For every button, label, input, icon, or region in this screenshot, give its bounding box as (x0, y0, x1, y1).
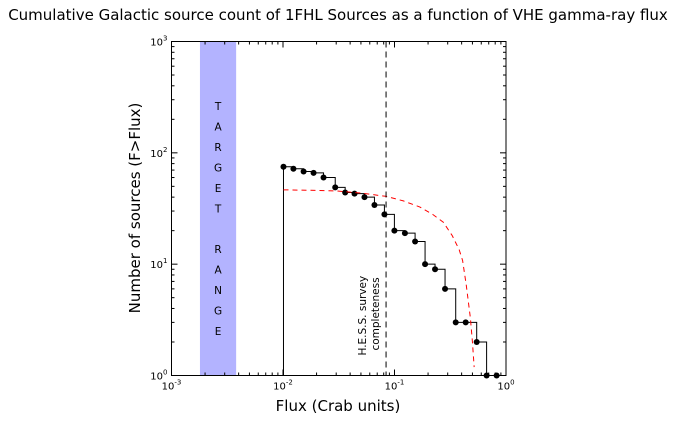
data-point (361, 194, 368, 201)
data-point (442, 285, 449, 292)
data-point (452, 319, 459, 326)
data-point (401, 230, 408, 237)
y-axis-label: Number of sources (F>Flux) (126, 103, 144, 314)
completeness-label-line2: completeness (370, 277, 382, 350)
y-tick-label: 101 (150, 257, 167, 271)
data-point (290, 165, 297, 172)
completeness-label: H.E.S.S. survey completeness (357, 272, 382, 355)
data-point (332, 184, 339, 191)
x-tick-label: 10-1 (385, 379, 405, 393)
x-tick-label: 10-2 (273, 379, 293, 393)
x-tick-label: 100 (497, 379, 514, 393)
data-point (342, 189, 349, 196)
chart-title: Cumulative Galactic source count of 1FHL… (8, 6, 668, 24)
data-point (432, 266, 439, 273)
data-point (280, 163, 287, 170)
data-point (310, 169, 317, 176)
data-point (320, 174, 327, 181)
completeness-label-line1: H.E.S.S. survey (357, 276, 369, 356)
data-point (391, 227, 398, 234)
data-point (351, 190, 358, 197)
data-point (412, 238, 419, 245)
data-point (300, 168, 307, 175)
y-tick-label: 102 (150, 146, 167, 160)
model-curve (283, 189, 475, 368)
data-point (422, 261, 429, 268)
data-point (371, 201, 378, 208)
x-axis-label: Flux (Crab units) (276, 397, 401, 415)
data-point (462, 319, 469, 326)
y-tick-label: 100 (150, 369, 167, 383)
y-tick-label: 103 (150, 35, 167, 49)
data-point (473, 338, 480, 345)
x-tick-label: 10-3 (162, 379, 182, 393)
plot-frame (171, 41, 507, 376)
target-range-band (199, 41, 237, 376)
